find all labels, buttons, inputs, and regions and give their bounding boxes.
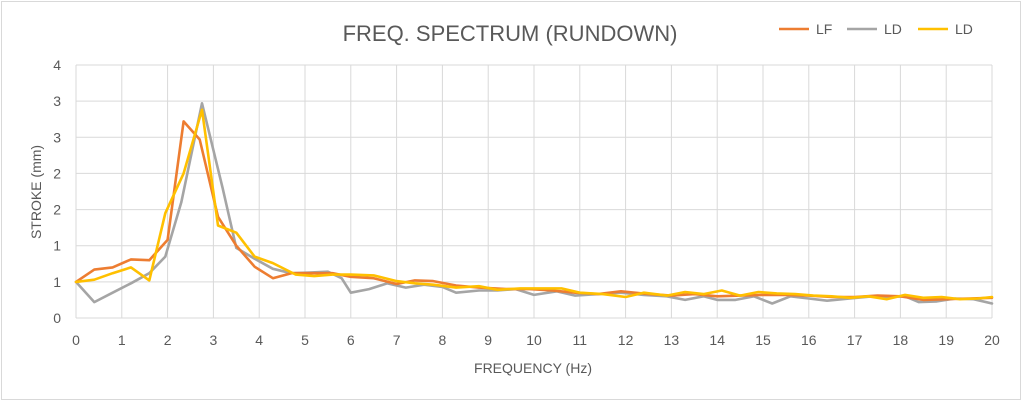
x-tick-label: 20 (984, 332, 1000, 348)
x-tick-label: 4 (255, 332, 263, 348)
gridlines (75, 64, 993, 319)
legend-label: LD (955, 21, 973, 37)
x-tick-label: 18 (893, 332, 909, 348)
x-tick-label: 10 (526, 332, 542, 348)
y-tick-label: 3 (53, 93, 61, 109)
y-tick-label: 2 (53, 202, 61, 218)
x-tick-label: 3 (210, 332, 218, 348)
x-tick-label: 12 (618, 332, 634, 348)
x-axis-ticks: 0 1 2 3 4 5 6 7 8 9 10 11 12 13 14 15 16 17 18 19 20 (72, 332, 1000, 348)
series-line-2 (74, 108, 994, 301)
chart-title: FREQ. SPECTRUM (RUNDOWN) (343, 21, 678, 46)
x-tick-label: 2 (164, 332, 172, 348)
x-tick-label: 13 (664, 332, 680, 348)
series-lines (74, 102, 994, 305)
x-tick-label: 11 (573, 332, 588, 348)
x-tick-label: 5 (301, 332, 309, 348)
x-tick-label: 17 (847, 332, 863, 348)
y-tick-label: 1 (53, 238, 61, 254)
x-tick-label: 8 (439, 332, 447, 348)
legend: LF LD LD (779, 21, 973, 37)
x-tick-label: 15 (755, 332, 771, 348)
legend-label: LF (816, 21, 832, 37)
y-axis-label: STROKE (mm) (28, 145, 44, 239)
x-tick-label: 6 (347, 332, 355, 348)
y-tick-label: 0 (53, 310, 61, 326)
x-tick-label: 16 (801, 332, 817, 348)
x-tick-label: 14 (709, 332, 725, 348)
x-tick-label: 1 (118, 332, 126, 348)
x-axis-label: FREQUENCY (Hz) (474, 360, 592, 376)
y-tick-label: 4 (53, 57, 61, 73)
x-tick-label: 9 (484, 332, 492, 348)
x-tick-label: 19 (938, 332, 954, 348)
y-tick-label: 2 (53, 165, 61, 181)
y-tick-label: 3 (53, 129, 61, 145)
y-tick-label: 1 (53, 274, 61, 290)
x-tick-label: 0 (72, 332, 80, 348)
legend-label: LD (884, 21, 902, 37)
x-tick-label: 7 (393, 332, 401, 348)
y-axis-ticks: 0 1 1 2 2 3 3 4 (53, 57, 61, 326)
